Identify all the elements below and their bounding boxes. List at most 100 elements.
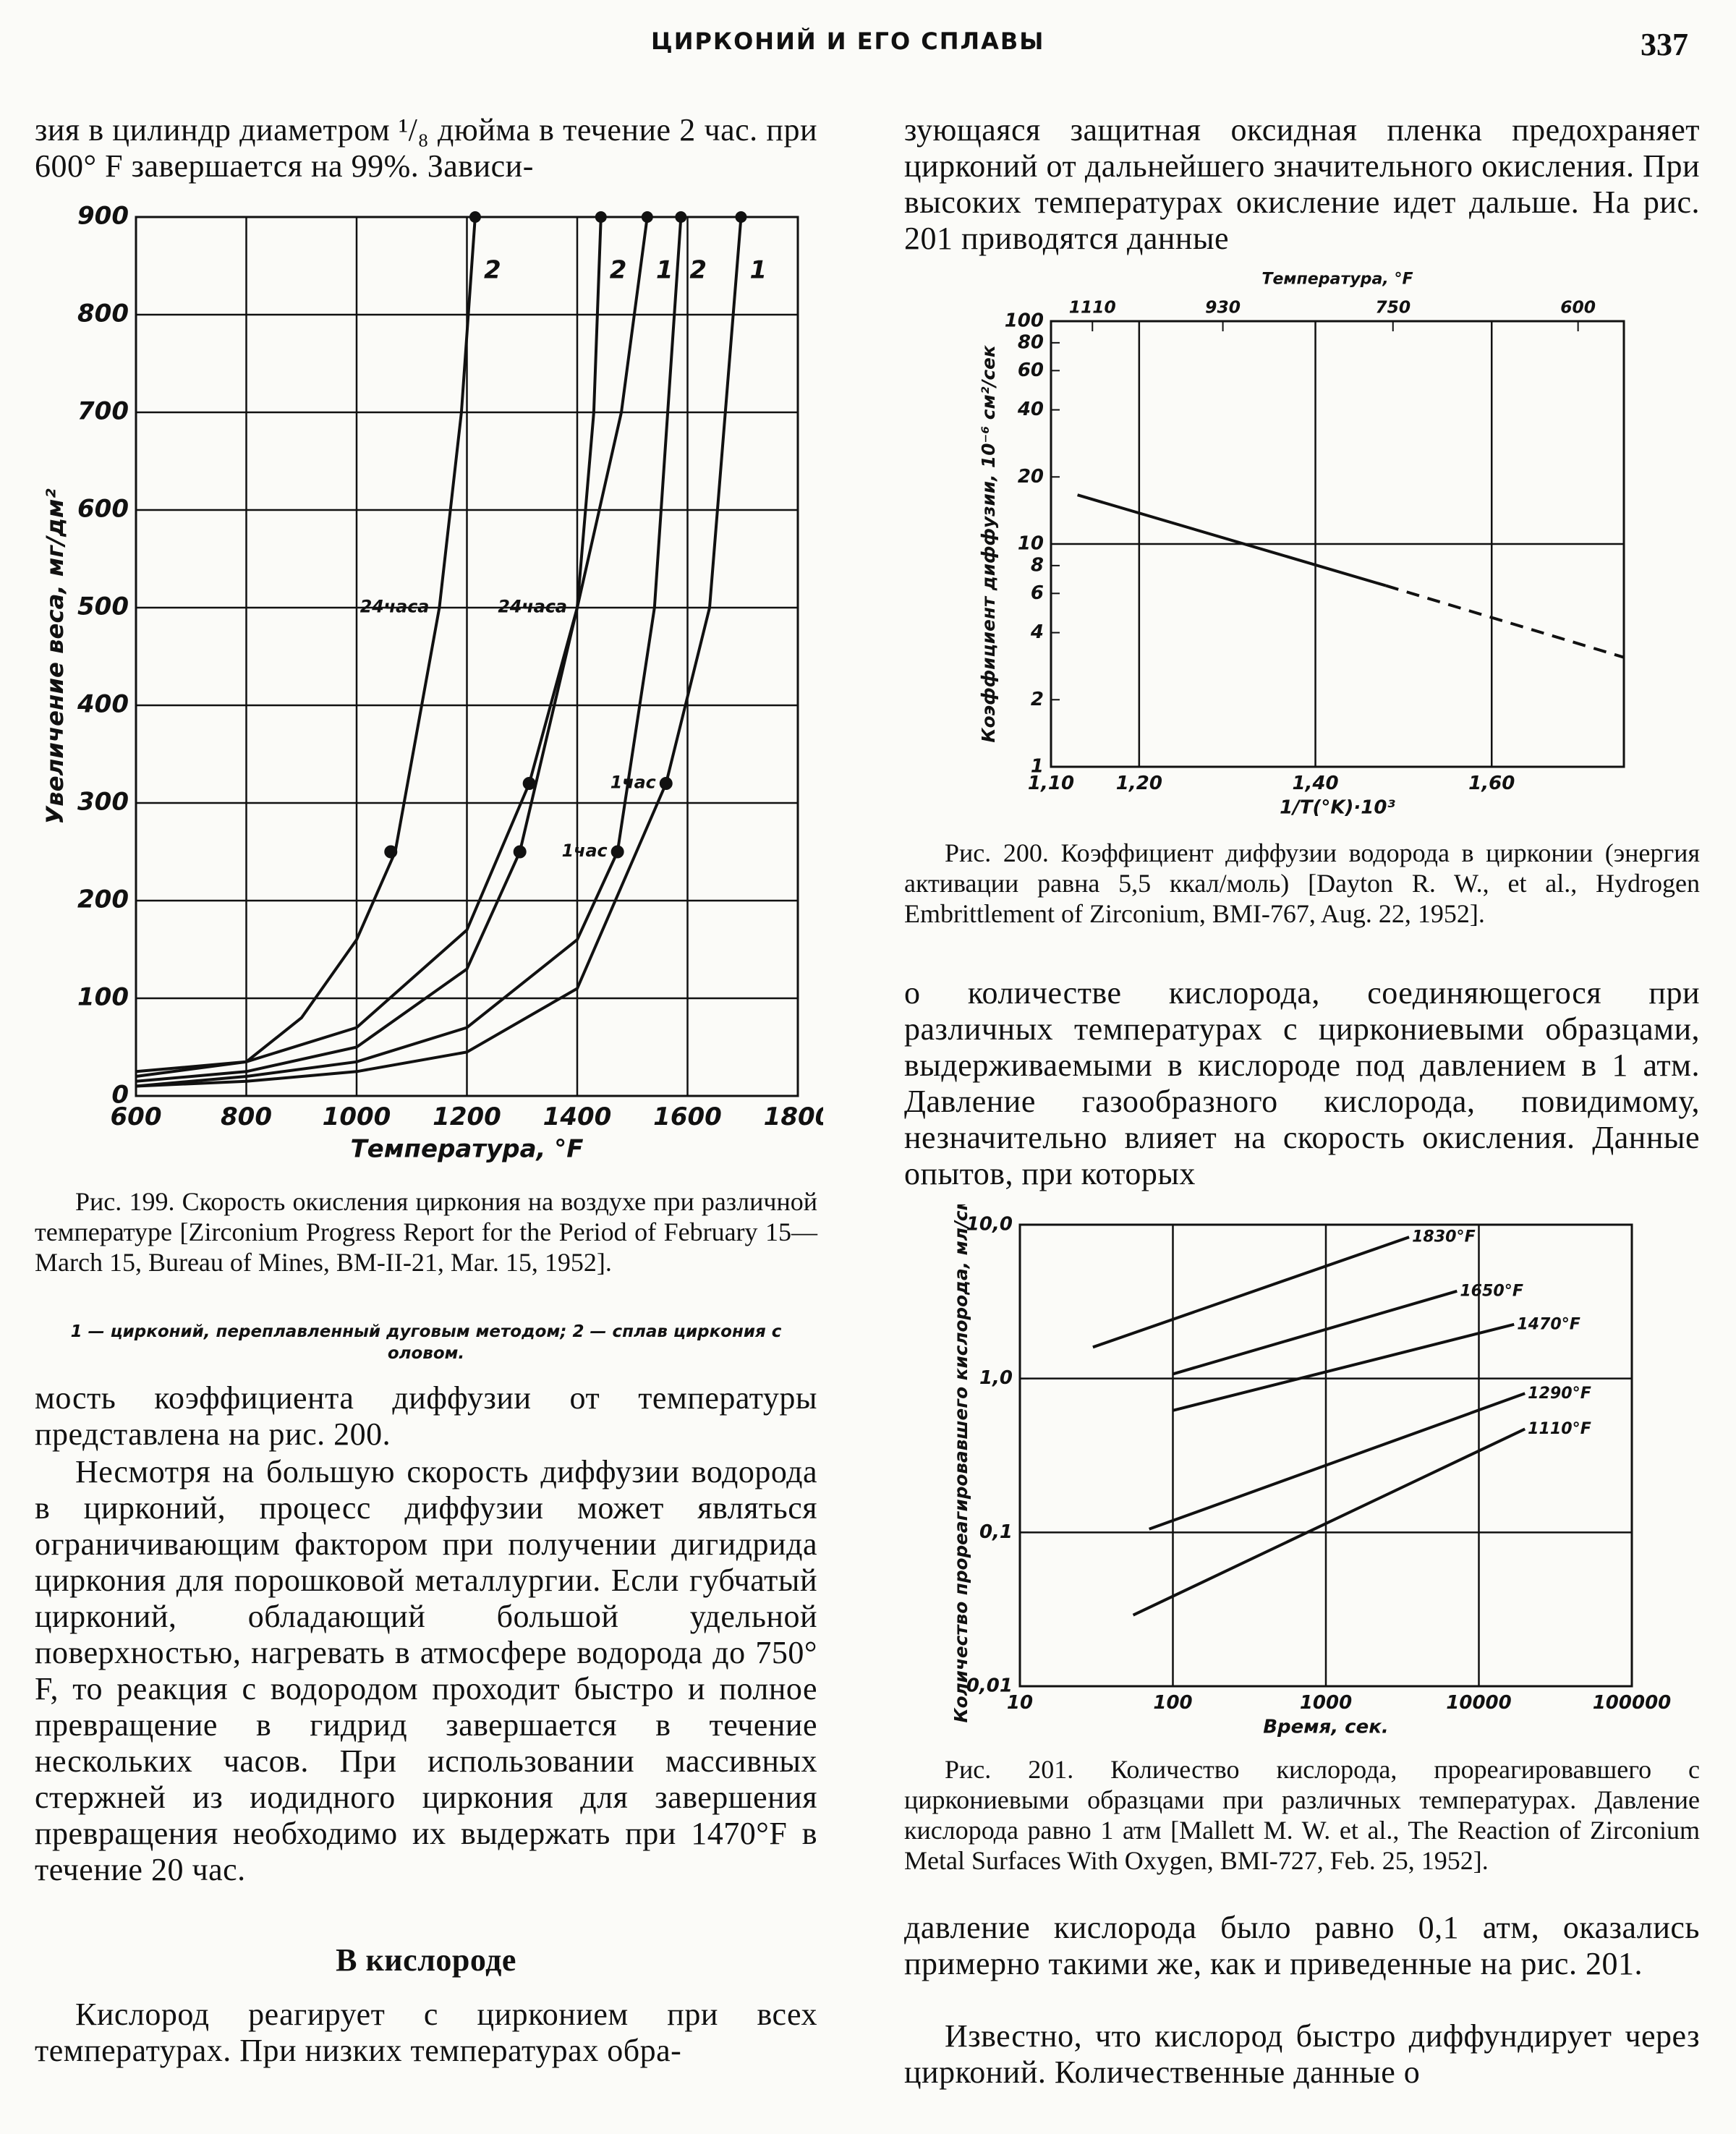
- section-heading: В кислороде: [336, 1942, 516, 1978]
- y-tick-label: 60: [1018, 360, 1044, 381]
- y-tick-label: 600: [77, 495, 129, 524]
- x2-axis-label: Температура, °F: [1261, 270, 1413, 289]
- x2-tick-label: 600: [1560, 297, 1596, 318]
- series-line: [1172, 1289, 1458, 1376]
- y-tick-label: 400: [77, 690, 129, 719]
- x-tick-label: 1200: [433, 1102, 501, 1131]
- x-tick-label: 1400: [543, 1102, 612, 1131]
- series-number: 1: [749, 256, 767, 285]
- end-marker: [675, 211, 687, 223]
- y-tick-label: 500: [77, 592, 129, 621]
- x-tick-label: 10: [1007, 1692, 1033, 1714]
- x-tick-label: 800: [221, 1102, 272, 1131]
- data-point: [384, 845, 398, 859]
- series-line: [1077, 493, 1387, 587]
- chart: 10 100 1000 10000 100000 0,01 0,1 1,0 10,0 Время,…: [950, 1204, 1672, 1738]
- y-tick-label: 0,01: [966, 1675, 1013, 1697]
- series-line: [1385, 584, 1625, 659]
- x-tick-label: 1,10: [1028, 773, 1074, 794]
- series-label: 24часа: [498, 597, 567, 617]
- series-line: [1173, 1322, 1515, 1412]
- y-tick-label: 100: [77, 983, 129, 1012]
- x-tick-label: 100000: [1593, 1692, 1672, 1714]
- x-tick-label: 600: [111, 1102, 162, 1131]
- y-tick-label: 8: [1031, 554, 1044, 576]
- series-label: 1290°F: [1528, 1384, 1591, 1403]
- x2-tick-label: 1110: [1069, 297, 1116, 318]
- series-line: [135, 216, 683, 1088]
- series-label: 1470°F: [1517, 1314, 1580, 1333]
- paragraph: зия в цилиндр диаметром ¹/₈ дюйма в тече…: [35, 112, 817, 184]
- series-line: [135, 216, 603, 1074]
- series-line: [135, 216, 649, 1083]
- end-marker: [641, 211, 653, 223]
- y-tick-label: 1,0: [979, 1367, 1013, 1389]
- page-number: 337: [1641, 27, 1688, 62]
- x-axis-label: Время, сек.: [1263, 1717, 1389, 1738]
- x-tick-label: 100: [1153, 1692, 1192, 1714]
- y-axis-label: Коэффициент диффузии, 10⁻⁶ см²/сек: [978, 344, 999, 742]
- x-tick-label: 10000: [1446, 1692, 1511, 1714]
- x-axis-label: 1/T(°K)·10³: [1280, 797, 1395, 819]
- y-tick-label: 1: [1031, 756, 1044, 778]
- paragraph: Несмотря на большую скорость диффузии во…: [35, 1454, 817, 1887]
- plot-frame: [1018, 1223, 1633, 1688]
- data-point: [513, 845, 527, 859]
- figure-caption: Рис. 200. Коэффициент диффузии водорода …: [904, 838, 1700, 928]
- x-tick-label: 1000: [323, 1102, 391, 1131]
- series-label: 1час: [610, 773, 656, 793]
- x2-tick-label: 930: [1205, 297, 1241, 318]
- paragraph: Кислород реагирует с цирконием при всех …: [35, 1997, 817, 2068]
- x-tick-label: 1,60: [1468, 773, 1515, 794]
- y-tick-label: 2: [1031, 689, 1044, 710]
- series-number: 2: [610, 256, 627, 285]
- series-label: 24часа: [360, 597, 430, 617]
- series-number: 2: [484, 256, 501, 285]
- end-marker: [595, 211, 607, 223]
- y-tick-label: 300: [77, 788, 129, 817]
- y-axis-label: Увеличение веса, мг/дм²: [41, 488, 69, 824]
- series-line: [1149, 1392, 1526, 1531]
- x-tick-label: 1,20: [1116, 773, 1162, 794]
- plot-frame: [1050, 320, 1625, 768]
- series-label: 1110°F: [1528, 1419, 1591, 1438]
- chart: 6008001000120014001600180001002003004005…: [41, 202, 823, 1164]
- y-tick-label: 700: [77, 397, 129, 426]
- series-line: [1132, 1427, 1526, 1617]
- y-tick-label: 200: [77, 885, 129, 914]
- paragraph: зующаяся защитная оксидная пленка предох…: [904, 112, 1700, 256]
- y-tick-label: 0,1: [979, 1521, 1013, 1543]
- series-number: 1: [656, 256, 673, 285]
- data-point: [659, 777, 673, 790]
- series-number: 2: [689, 256, 707, 285]
- paragraph: давление кислорода было равно 0,1 атм, о…: [904, 1910, 1700, 1981]
- data-point: [522, 777, 536, 790]
- series-line: [135, 216, 477, 1078]
- x-axis-label: Температура, °F: [350, 1134, 583, 1163]
- y-tick-label: 10: [1018, 533, 1044, 555]
- series-line: [135, 216, 743, 1088]
- series-label: 1час: [562, 841, 608, 861]
- x-tick-label: 1600: [653, 1102, 722, 1131]
- plot-frame: [135, 216, 799, 1097]
- x-tick-label: 1000: [1300, 1692, 1352, 1714]
- x-tick-label: 1,40: [1292, 773, 1338, 794]
- end-marker: [735, 211, 747, 223]
- y-tick-label: 800: [77, 299, 129, 328]
- y-tick-label: 900: [77, 202, 129, 231]
- y-tick-label: 6: [1031, 582, 1044, 604]
- x2-tick-label: 750: [1375, 297, 1410, 318]
- y-tick-label: 40: [1017, 399, 1044, 420]
- figure-caption: Рис. 199. Скорость окисления циркония на…: [35, 1187, 817, 1277]
- data-point: [610, 845, 624, 859]
- running-title: ЦИРКОНИЙ И ЕГО СПЛАВЫ: [651, 27, 1045, 55]
- y-axis-label: Количество прореагировавшего кислорода, …: [950, 1204, 971, 1723]
- paragraph: о количестве кислорода, соединяющегося п…: [904, 975, 1700, 1191]
- y-tick-label: 20: [1018, 466, 1044, 488]
- y-tick-label: 4: [1030, 621, 1044, 643]
- series-label: 1830°F: [1412, 1228, 1476, 1246]
- paragraph: Известно, что кислород быстро диффундиру…: [904, 2018, 1700, 2090]
